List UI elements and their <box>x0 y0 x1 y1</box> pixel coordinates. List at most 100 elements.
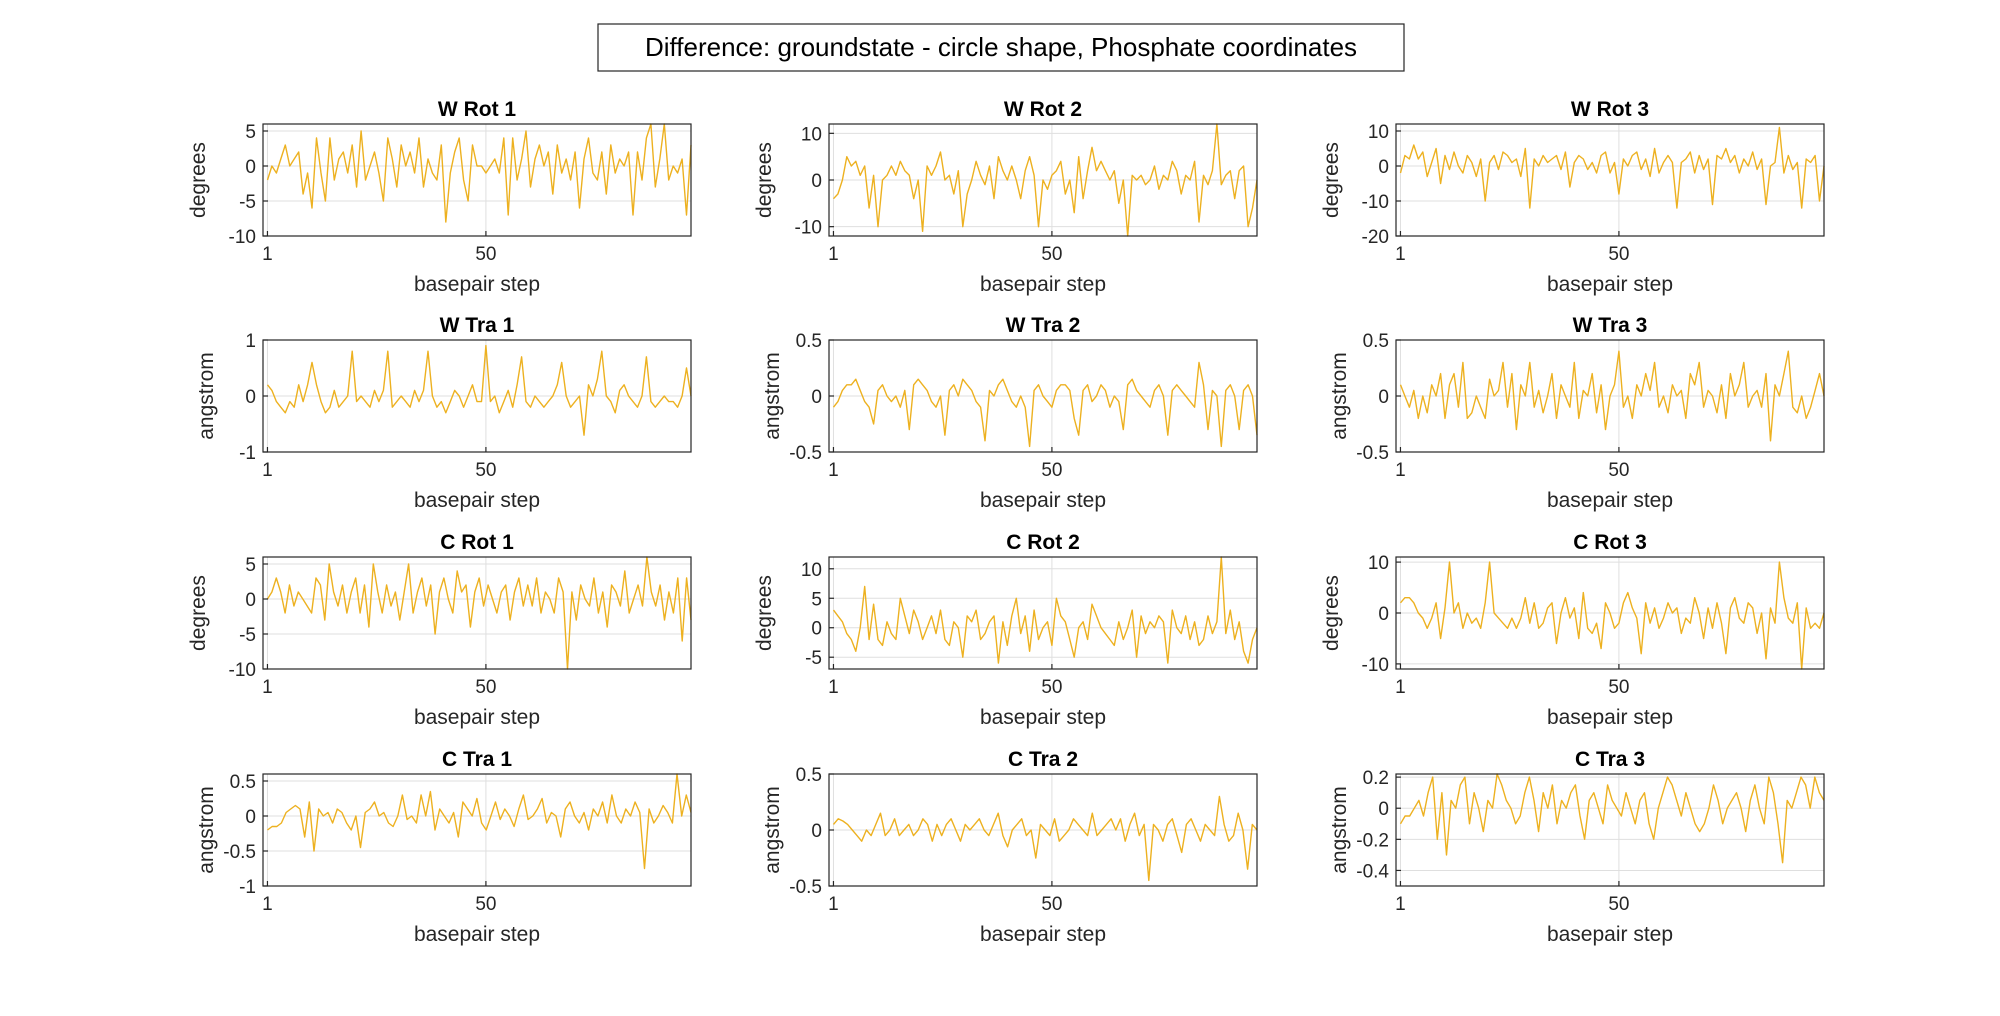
y-tick-label: 0 <box>1378 799 1389 820</box>
y-tick-label: -0.4 <box>1356 861 1389 882</box>
x-tick-label: 1 <box>262 677 273 698</box>
x-tick-label: 50 <box>475 460 496 481</box>
subplot-c-rot-2: 1 50 -5 0 5 10 C Rot 2 basepair step degrees <box>753 531 1258 729</box>
x-axis-label: basepair step <box>980 273 1106 296</box>
subplot-title: C Tra 1 <box>442 748 512 771</box>
x-tick-label: 1 <box>1395 894 1406 915</box>
subplot-w-rot-2: 1 50 -10 0 10 W Rot 2 basepair step degrees <box>753 98 1258 296</box>
series-line <box>832 361 1258 448</box>
subplot-c-rot-3: 1 50 -10 0 10 C Rot 3 basepair step degrees <box>1320 531 1825 729</box>
y-tick-label: 0 <box>245 387 256 408</box>
y-tick-label: -10 <box>229 660 256 681</box>
subplot-title: W Rot 1 <box>438 98 516 121</box>
axes-frame <box>828 556 1258 670</box>
y-tick-label: 0.5 <box>1363 331 1389 352</box>
y-tick-label: 0 <box>1378 604 1389 625</box>
y-axis-label: angstrom <box>195 786 218 874</box>
subplot-title: W Rot 2 <box>1004 98 1082 121</box>
subplot-title: C Rot 1 <box>440 531 514 554</box>
y-tick-label: 1 <box>245 331 256 352</box>
axes-frame <box>1395 773 1825 887</box>
x-tick-label: 1 <box>828 460 839 481</box>
subplot-c-tra-3: 1 50 -0.4 -0.2 0 0.2 C Tra 3 basepair step angst… <box>1328 748 1825 946</box>
y-tick-label: -20 <box>1362 227 1389 248</box>
x-tick-label: 50 <box>1041 244 1062 265</box>
y-axis-label: degrees <box>753 142 776 218</box>
x-axis-label: basepair step <box>414 706 540 729</box>
y-axis-label: degrees <box>1320 142 1343 218</box>
series-line <box>832 123 1258 237</box>
y-tick-label: 5 <box>245 122 256 143</box>
x-tick-label: 50 <box>475 244 496 265</box>
y-tick-label: -10 <box>229 227 256 248</box>
subplot-w-tra-3: 1 50 -0.5 0 0.5 W Tra 3 basepair step angstrom <box>1328 314 1825 512</box>
x-axis-label: basepair step <box>980 706 1106 729</box>
x-tick-label: 1 <box>1395 244 1406 265</box>
subplot-c-rot-1: 1 50 -10 -5 0 5 C Rot 1 basepair step degrees <box>187 531 692 729</box>
subplot-c-tra-1: 1 50 -1 -0.5 0 0.5 C Tra 1 basepair step angstro… <box>195 748 692 946</box>
series-line <box>266 123 692 223</box>
series-line <box>1399 126 1825 209</box>
y-tick-label: 0 <box>811 387 822 408</box>
x-tick-label: 50 <box>1608 677 1629 698</box>
x-tick-label: 1 <box>828 677 839 698</box>
suptitle: Difference: groundstate - circle shape, … <box>597 23 1405 72</box>
y-tick-label: 0 <box>1378 387 1389 408</box>
x-axis-label: basepair step <box>414 273 540 296</box>
y-tick-label: -10 <box>1362 655 1389 676</box>
y-axis-label: angstrom <box>1328 352 1351 440</box>
subplot-title: C Rot 2 <box>1006 531 1080 554</box>
x-axis-label: basepair step <box>414 489 540 512</box>
y-tick-label: 0 <box>1378 157 1389 178</box>
x-tick-label: 1 <box>262 460 273 481</box>
subplot-w-rot-3: 1 50 -20 -10 0 10 W Rot 3 basepair step degrees <box>1320 98 1825 296</box>
x-tick-label: 1 <box>828 894 839 915</box>
y-tick-label: 0 <box>245 157 256 178</box>
subplot-title: C Tra 2 <box>1008 748 1078 771</box>
y-tick-label: -0.5 <box>789 877 822 898</box>
y-tick-label: 0 <box>245 807 256 828</box>
axes-frame <box>1395 123 1825 237</box>
y-tick-label: -0.5 <box>223 842 256 863</box>
y-tick-label: -0.5 <box>789 443 822 464</box>
y-axis-label: angstrom <box>195 352 218 440</box>
series-line <box>266 556 692 670</box>
y-tick-label: 0.2 <box>1363 768 1389 789</box>
x-axis-label: basepair step <box>980 489 1106 512</box>
subplot-title: C Rot 3 <box>1573 531 1647 554</box>
y-tick-label: -0.5 <box>1356 443 1389 464</box>
y-tick-label: 10 <box>1368 122 1389 143</box>
y-axis-label: angstrom <box>1328 786 1351 874</box>
x-tick-label: 50 <box>1608 244 1629 265</box>
y-tick-label: 10 <box>801 124 822 145</box>
x-axis-label: basepair step <box>1547 706 1673 729</box>
x-tick-label: 50 <box>1041 460 1062 481</box>
subplot-title: W Tra 3 <box>1573 314 1648 337</box>
axes-frame <box>262 773 692 887</box>
subplot-grid: 1 50 -10 -5 0 5 W Rot 1 basepair step degrees 1 50… <box>187 98 1825 946</box>
x-tick-label: 1 <box>262 894 273 915</box>
y-tick-label: -0.2 <box>1356 830 1389 851</box>
y-axis-label: angstrom <box>761 786 784 874</box>
x-tick-label: 50 <box>475 677 496 698</box>
y-tick-label: 0.5 <box>230 772 256 793</box>
y-tick-label: 0.5 <box>796 331 822 352</box>
y-axis-label: degrees <box>753 575 776 651</box>
suptitle-box <box>597 23 1405 72</box>
y-tick-label: -5 <box>239 192 256 213</box>
suptitle-text: Difference: groundstate - circle shape, … <box>645 32 1357 62</box>
subplot-title: W Rot 3 <box>1571 98 1649 121</box>
y-tick-label: -5 <box>805 648 822 669</box>
y-tick-label: 0 <box>245 590 256 611</box>
x-tick-label: 50 <box>1041 894 1062 915</box>
y-axis-label: degrees <box>187 142 210 218</box>
subplot-w-tra-2: 1 50 -0.5 0 0.5 W Tra 2 basepair step angstrom <box>761 314 1258 512</box>
series-line <box>1399 350 1825 442</box>
y-tick-label: 10 <box>801 560 822 581</box>
x-axis-label: basepair step <box>1547 923 1673 946</box>
x-axis-label: basepair step <box>980 923 1106 946</box>
x-axis-label: basepair step <box>1547 489 1673 512</box>
x-tick-label: 1 <box>1395 460 1406 481</box>
y-tick-label: -5 <box>239 625 256 646</box>
subplot-title: W Tra 1 <box>440 314 515 337</box>
